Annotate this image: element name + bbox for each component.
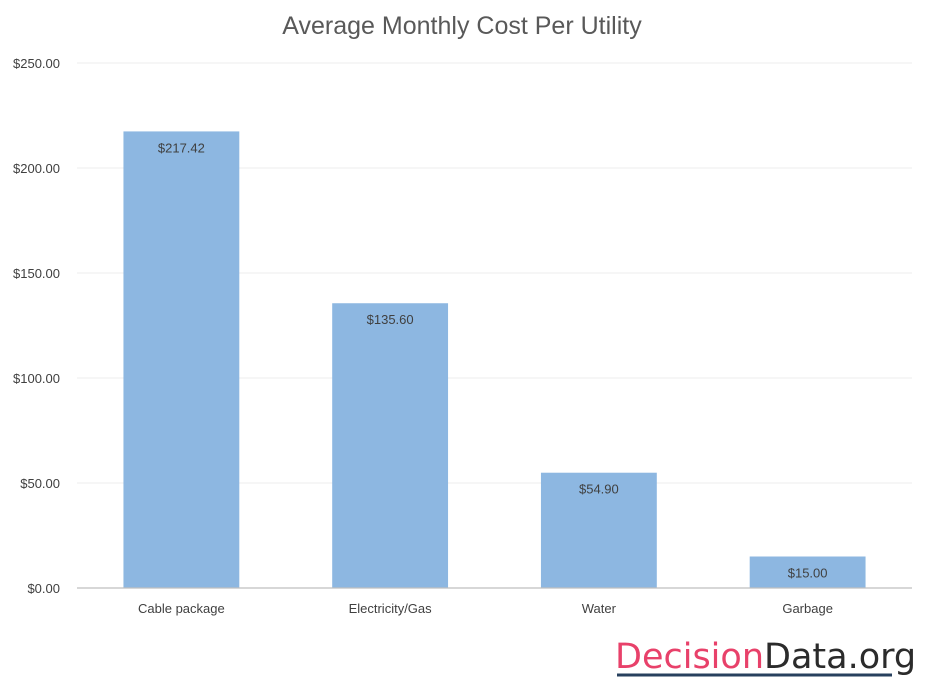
chart-title: Average Monthly Cost Per Utility — [282, 12, 642, 40]
y-tick-label: $100.00 — [13, 371, 60, 386]
data-label: $135.60 — [367, 312, 414, 327]
x-category-label: Garbage — [782, 601, 833, 616]
data-label: $15.00 — [788, 566, 828, 581]
x-category-label: Water — [582, 601, 617, 616]
y-tick-label: $200.00 — [13, 161, 60, 176]
decisiondata-logo: DecisionData.org — [615, 637, 916, 677]
bar — [332, 303, 449, 588]
y-tick-label: $0.00 — [27, 581, 60, 596]
x-axis-category-labels: Cable package Electricity/Gas Water Garbage — [138, 601, 833, 616]
x-category-label: Electricity/Gas — [349, 601, 433, 616]
bar-series — [123, 131, 866, 588]
y-tick-label: $150.00 — [13, 266, 60, 281]
data-labels: $217.42 $135.60 $54.90 $15.00 — [158, 140, 828, 580]
logo-part-decision: Decision — [615, 637, 764, 677]
logo-text: DecisionData.org — [615, 637, 916, 677]
x-category-label: Cable package — [138, 601, 225, 616]
bar — [123, 131, 240, 588]
y-tick-label: $50.00 — [20, 476, 60, 491]
bar — [540, 472, 657, 588]
data-label: $54.90 — [579, 482, 619, 497]
logo-part-data-org: Data.org — [764, 637, 916, 677]
y-axis-tick-labels: $0.00 $50.00 $100.00 $150.00 $200.00 $250.00 — [13, 56, 60, 596]
data-label: $217.42 — [158, 140, 205, 155]
bar — [749, 556, 866, 588]
y-tick-label: $250.00 — [13, 56, 60, 71]
